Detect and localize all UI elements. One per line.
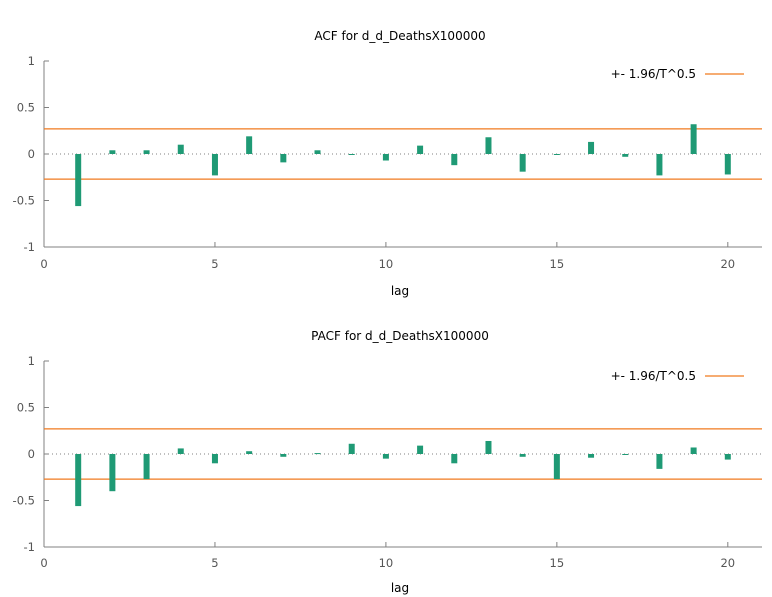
acf-bar (314, 150, 321, 154)
acf-bar (519, 154, 526, 172)
pacf-bar (451, 454, 458, 464)
acf-bar (553, 154, 560, 155)
pacf-y-tick-label: -0.5 (13, 494, 35, 508)
pacf-bar (143, 454, 150, 480)
acf-x-tick-label: 0 (40, 257, 47, 271)
pacf-x-tick-label: 15 (550, 556, 565, 570)
pacf-x-tick-label: 0 (40, 556, 47, 570)
pacf-x-tick-label: 10 (379, 556, 394, 570)
acf-y-tick-label: 0 (28, 147, 35, 161)
pacf-bar (382, 454, 389, 459)
acf-y-tick-label: -1 (24, 240, 35, 254)
acf-bar (75, 154, 82, 207)
pacf-y-tick-label: 0 (28, 447, 35, 461)
acf-bar (417, 145, 424, 154)
acf-bar (143, 150, 150, 154)
pacf-x-tick-label: 20 (720, 556, 735, 570)
pacf-bar (75, 454, 82, 507)
pacf-bar (246, 451, 253, 454)
acf-y-tick-label: -0.5 (13, 194, 35, 208)
acf-legend-label: +- 1.96/T^0.5 (611, 67, 696, 81)
acf-bar (656, 154, 663, 176)
acf-bar (622, 154, 629, 157)
pacf-bar (519, 454, 526, 457)
pacf-bar (109, 454, 116, 492)
pacf-bar (724, 454, 731, 460)
pacf-y-tick-label: -1 (24, 540, 35, 554)
pacf-y-tick-label: 1 (28, 354, 35, 368)
pacf-panel: PACF for d_d_DeathsX100000 lag +- 1.96/T… (13, 329, 762, 595)
acf-x-tick-label: 5 (211, 257, 218, 271)
acf-bar (246, 136, 253, 154)
acf-bar (348, 154, 355, 155)
acf-bar (280, 154, 287, 163)
pacf-bar (485, 440, 492, 454)
acf-bar (109, 150, 116, 154)
pacf-bar (588, 454, 595, 458)
acf-bar (382, 154, 389, 161)
pacf-bar (690, 447, 697, 454)
pacf-bar (280, 454, 287, 457)
pacf-bar (314, 453, 321, 455)
pacf-bar (211, 454, 218, 464)
pacf-title: PACF for d_d_DeathsX100000 (311, 329, 489, 343)
pacf-y-tick-label: 0.5 (17, 401, 35, 415)
pacf-bar (348, 443, 355, 454)
acf-x-tick-label: 10 (379, 257, 394, 271)
pacf-bar (417, 445, 424, 454)
pacf-bar (553, 454, 560, 480)
pacf-xlabel: lag (391, 581, 409, 595)
acf-bar (211, 154, 218, 176)
acf-x-tick-label: 15 (550, 257, 565, 271)
pacf-bar (622, 454, 629, 455)
acf-xlabel: lag (391, 284, 409, 298)
acf-title: ACF for d_d_DeathsX100000 (314, 29, 485, 43)
pacf-legend-label: +- 1.96/T^0.5 (611, 369, 696, 383)
acf-y-tick-label: 0.5 (17, 101, 35, 115)
acf-x-tick-label: 20 (720, 257, 735, 271)
acf-panel: ACF for d_d_DeathsX100000 lag +- 1.96/T^… (13, 29, 762, 298)
acf-bar (724, 154, 731, 175)
pacf-x-tick-label: 5 (211, 556, 218, 570)
acf-bar (451, 154, 458, 166)
acf-bar (485, 137, 492, 154)
acf-bar (690, 124, 697, 154)
acf-bar (588, 141, 595, 154)
acf-bar (177, 144, 184, 154)
pacf-bar (177, 448, 184, 454)
pacf-bar (656, 454, 663, 469)
acf-y-tick-label: 1 (28, 54, 35, 68)
